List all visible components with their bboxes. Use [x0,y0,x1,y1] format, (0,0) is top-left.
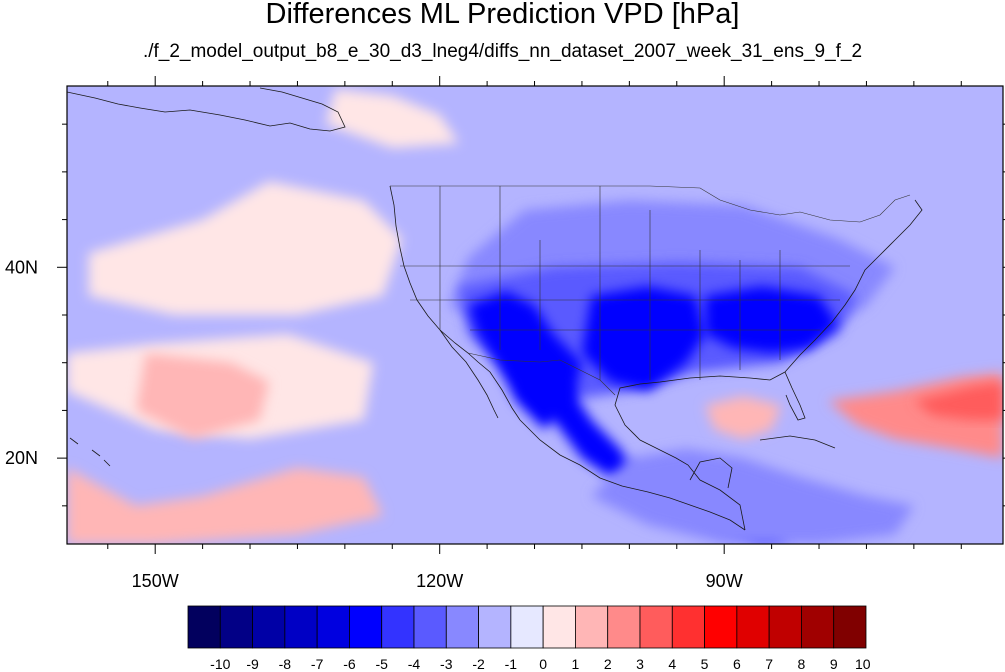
coastline-gulf [614,371,786,531]
region-caribbean [591,448,914,544]
colorbar-swatch [801,605,835,649]
map-field [67,86,1003,544]
region-gulf-of-alaska-warm [325,88,459,148]
x-tick-label: 90W [706,571,743,591]
border-state-lines [400,186,850,380]
region-east-pacific-warm [136,353,269,439]
y-tick-label: 20N [5,448,38,468]
colorbar-label: 5 [701,656,709,672]
colorbar-swatch [316,605,350,649]
coastline-alaska [67,87,346,132]
coastline-hawaii [69,437,111,467]
chart-title: Differences ML Prediction VPD [hPa] [265,0,740,30]
colorbar-label: -6 [343,656,356,672]
region-southeast-core [705,286,838,354]
colorbar-label: -9 [246,656,259,672]
colorbar-label: 3 [636,656,644,672]
chart-subtitle: ./f_2_model_output_b8_e_30_d3_lneg4/diff… [142,41,863,62]
region-mexico-west [515,353,639,478]
border-canada-us [390,185,911,223]
colorbar-swatch [252,605,286,649]
colorbar-swatch [833,605,867,649]
colorbar-swatch [704,605,738,649]
x-tick-label: 150W [132,571,179,591]
colorbar-swatch [768,605,802,649]
colorbar-label: -3 [440,656,453,672]
colorbar-label: -8 [279,656,292,672]
colorbar-label: 1 [572,656,580,672]
coastline-yucatan [689,457,733,489]
colorbar: -10 -9 -8 -7 -6 -5 -4 -3 -2 -1 0 1 2 3 4 5 6 7 8 9 10 [187,605,871,672]
colorbar-label: -4 [408,656,421,672]
coastline-cuba [759,435,836,449]
colorbar-swatch [510,605,544,649]
colorbar-swatch [542,605,576,649]
colorbar-label: 6 [733,656,741,672]
coastline-east-us [784,199,923,373]
region-texas-core [581,286,706,392]
colorbar-label: 0 [539,656,547,672]
colorbar-label: 4 [668,656,676,672]
political-borders [390,185,911,396]
coastline-west-us [389,185,521,421]
colorbar-label: 8 [798,656,806,672]
coastlines [67,87,923,531]
coastline-mexico-central [519,419,746,531]
region-atlantic-warm-core [913,381,1003,420]
colorbar-label: -5 [375,656,388,672]
coastline-baja [439,329,499,419]
region-gulf-warm [705,396,782,439]
colorbar-swatch [445,605,479,649]
axis-tick-labels: 150W 120W 90W 40N 20N [5,257,743,591]
colorbar-label: -7 [311,656,324,672]
colorbar-swatch [187,605,221,649]
coastline-florida [784,371,806,421]
region-north-pacific-warm [88,181,402,315]
x-tick-label: 120W [416,571,463,591]
colorbar-label: 2 [604,656,612,672]
colorbar-swatch [607,605,641,649]
colorbar-label: 10 [855,656,871,672]
colorbar-swatch [219,605,253,649]
colorbar-swatch [575,605,609,649]
colorbar-swatch [736,605,770,649]
colorbar-swatch [671,605,705,649]
axis-ticks [57,76,1005,554]
region-far-east-pacific-warm [67,467,383,544]
colorbar-swatch [639,605,673,649]
colorbar-swatch [284,605,318,649]
y-tick-label: 40N [5,257,38,277]
colorbar-label: -10 [210,656,230,672]
colorbar-label: 9 [830,656,838,672]
colorbar-label: 7 [765,656,773,672]
colorbar-swatch [381,605,415,649]
colorbar-swatch [349,605,383,649]
colorbar-label: -2 [472,656,485,672]
colorbar-swatch [478,605,512,649]
colorbar-label: -1 [505,656,518,672]
colorbar-swatch [413,605,447,649]
